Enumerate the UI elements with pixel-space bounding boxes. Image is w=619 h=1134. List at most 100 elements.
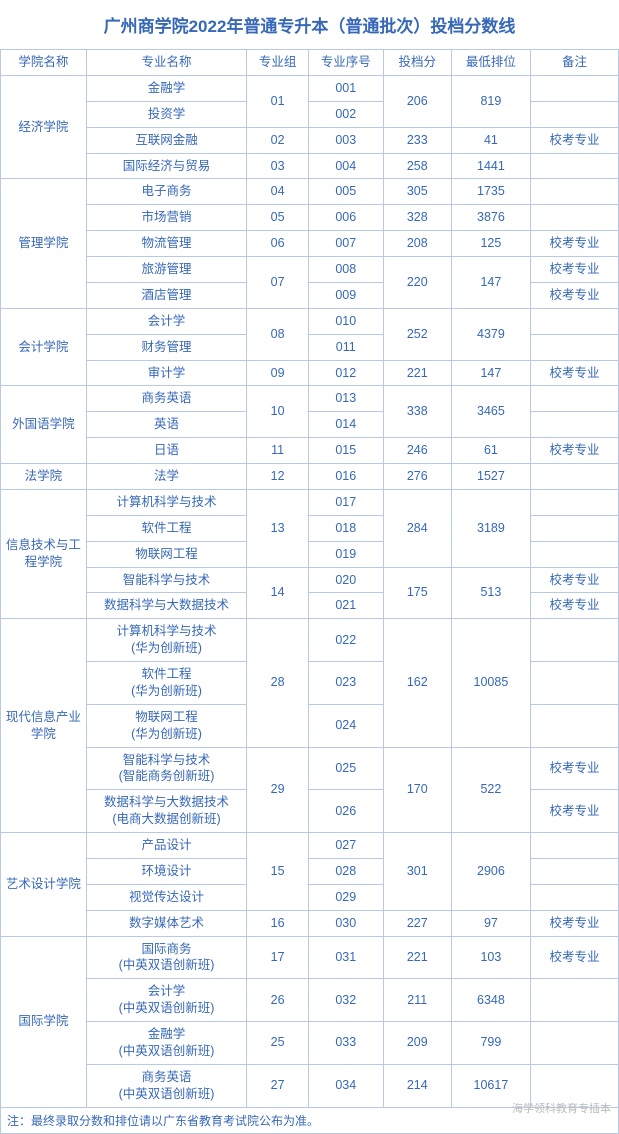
college-cell: 外国语学院 xyxy=(1,386,87,464)
table-row: 国际经济与贸易030042581441 xyxy=(1,153,619,179)
score-cell: 227 xyxy=(383,910,451,936)
group-cell: 29 xyxy=(247,747,309,833)
group-cell: 06 xyxy=(247,231,309,257)
group-cell: 08 xyxy=(247,308,309,360)
remark-cell: 校考专业 xyxy=(531,790,619,833)
seq-cell: 006 xyxy=(308,205,383,231)
table-row: 数字媒体艺术1603022797校考专业 xyxy=(1,910,619,936)
major-cell: 国际商务(中英双语创新班) xyxy=(86,936,247,979)
remark-cell xyxy=(531,662,619,705)
seq-cell: 034 xyxy=(308,1064,383,1107)
group-cell: 25 xyxy=(247,1022,309,1065)
seq-cell: 028 xyxy=(308,858,383,884)
major-cell: 电子商务 xyxy=(86,179,247,205)
group-cell: 27 xyxy=(247,1064,309,1107)
major-cell: 智能科学与技术(智能商务创新班) xyxy=(86,747,247,790)
college-cell: 信息技术与工程学院 xyxy=(1,489,87,618)
seq-cell: 005 xyxy=(308,179,383,205)
rank-cell: 1527 xyxy=(451,464,530,490)
group-cell: 04 xyxy=(247,179,309,205)
rank-cell: 41 xyxy=(451,127,530,153)
major-cell: 会计学(中英双语创新班) xyxy=(86,979,247,1022)
major-cell: 财务管理 xyxy=(86,334,247,360)
rank-cell: 3465 xyxy=(451,386,530,438)
table-row: 会计学(中英双语创新班)260322116348 xyxy=(1,979,619,1022)
major-cell: 市场营销 xyxy=(86,205,247,231)
seq-cell: 032 xyxy=(308,979,383,1022)
seq-cell: 020 xyxy=(308,567,383,593)
seq-cell: 012 xyxy=(308,360,383,386)
table-row: 现代信息产业学院计算机科学与技术(华为创新班)2802216210085 xyxy=(1,619,619,662)
score-cell: 206 xyxy=(383,75,451,127)
rank-cell: 3876 xyxy=(451,205,530,231)
major-cell: 国际经济与贸易 xyxy=(86,153,247,179)
group-cell: 02 xyxy=(247,127,309,153)
score-cell: 338 xyxy=(383,386,451,438)
remark-cell xyxy=(531,101,619,127)
remark-cell: 校考专业 xyxy=(531,936,619,979)
seq-cell: 009 xyxy=(308,282,383,308)
college-cell: 管理学院 xyxy=(1,179,87,308)
major-cell: 投资学 xyxy=(86,101,247,127)
rank-cell: 799 xyxy=(451,1022,530,1065)
major-cell: 会计学 xyxy=(86,308,247,334)
remark-cell xyxy=(531,386,619,412)
seq-cell: 014 xyxy=(308,412,383,438)
major-cell: 金融学(中英双语创新班) xyxy=(86,1022,247,1065)
major-cell: 金融学 xyxy=(86,75,247,101)
seq-cell: 029 xyxy=(308,884,383,910)
score-table: 学院名称 专业名称 专业组 专业序号 投档分 最低排位 备注 经济学院金融学01… xyxy=(0,49,619,1108)
seq-cell: 017 xyxy=(308,489,383,515)
remark-cell: 校考专业 xyxy=(531,231,619,257)
remark-cell xyxy=(531,153,619,179)
group-cell: 12 xyxy=(247,464,309,490)
table-row: 金融学(中英双语创新班)25033209799 xyxy=(1,1022,619,1065)
rank-cell: 103 xyxy=(451,936,530,979)
seq-cell: 023 xyxy=(308,662,383,705)
major-cell: 物流管理 xyxy=(86,231,247,257)
college-cell: 会计学院 xyxy=(1,308,87,386)
seq-cell: 016 xyxy=(308,464,383,490)
table-title: 广州商学院2022年普通专升本（普通批次）投档分数线 xyxy=(0,0,619,49)
major-cell: 数据科学与大数据技术(电商大数据创新班) xyxy=(86,790,247,833)
major-cell: 旅游管理 xyxy=(86,257,247,283)
rank-cell: 513 xyxy=(451,567,530,619)
major-cell: 商务英语 xyxy=(86,386,247,412)
group-cell: 09 xyxy=(247,360,309,386)
remark-cell: 校考专业 xyxy=(531,910,619,936)
score-cell: 170 xyxy=(383,747,451,833)
group-cell: 01 xyxy=(247,75,309,127)
college-cell: 现代信息产业学院 xyxy=(1,619,87,833)
group-cell: 14 xyxy=(247,567,309,619)
remark-cell xyxy=(531,1022,619,1065)
major-cell: 商务英语(中英双语创新班) xyxy=(86,1064,247,1107)
major-cell: 酒店管理 xyxy=(86,282,247,308)
major-cell: 计算机科学与技术 xyxy=(86,489,247,515)
table-row: 旅游管理07008220147校考专业 xyxy=(1,257,619,283)
college-cell: 法学院 xyxy=(1,464,87,490)
score-cell: 221 xyxy=(383,936,451,979)
score-cell: 328 xyxy=(383,205,451,231)
header-remark: 备注 xyxy=(531,50,619,76)
remark-cell: 校考专业 xyxy=(531,747,619,790)
rank-cell: 3189 xyxy=(451,489,530,567)
table-row: 信息技术与工程学院计算机科学与技术130172843189 xyxy=(1,489,619,515)
table-row: 会计学院会计学080102524379 xyxy=(1,308,619,334)
major-cell: 物联网工程 xyxy=(86,541,247,567)
remark-cell xyxy=(531,884,619,910)
major-cell: 互联网金融 xyxy=(86,127,247,153)
score-cell: 175 xyxy=(383,567,451,619)
remark-cell xyxy=(531,704,619,747)
score-cell: 208 xyxy=(383,231,451,257)
header-seq: 专业序号 xyxy=(308,50,383,76)
remark-cell xyxy=(531,205,619,231)
table-row: 法学院法学120162761527 xyxy=(1,464,619,490)
remark-cell: 校考专业 xyxy=(531,593,619,619)
score-cell: 214 xyxy=(383,1064,451,1107)
major-cell: 视觉传达设计 xyxy=(86,884,247,910)
remark-cell xyxy=(531,179,619,205)
seq-cell: 025 xyxy=(308,747,383,790)
remark-cell xyxy=(531,334,619,360)
header-group: 专业组 xyxy=(247,50,309,76)
remark-cell xyxy=(531,464,619,490)
